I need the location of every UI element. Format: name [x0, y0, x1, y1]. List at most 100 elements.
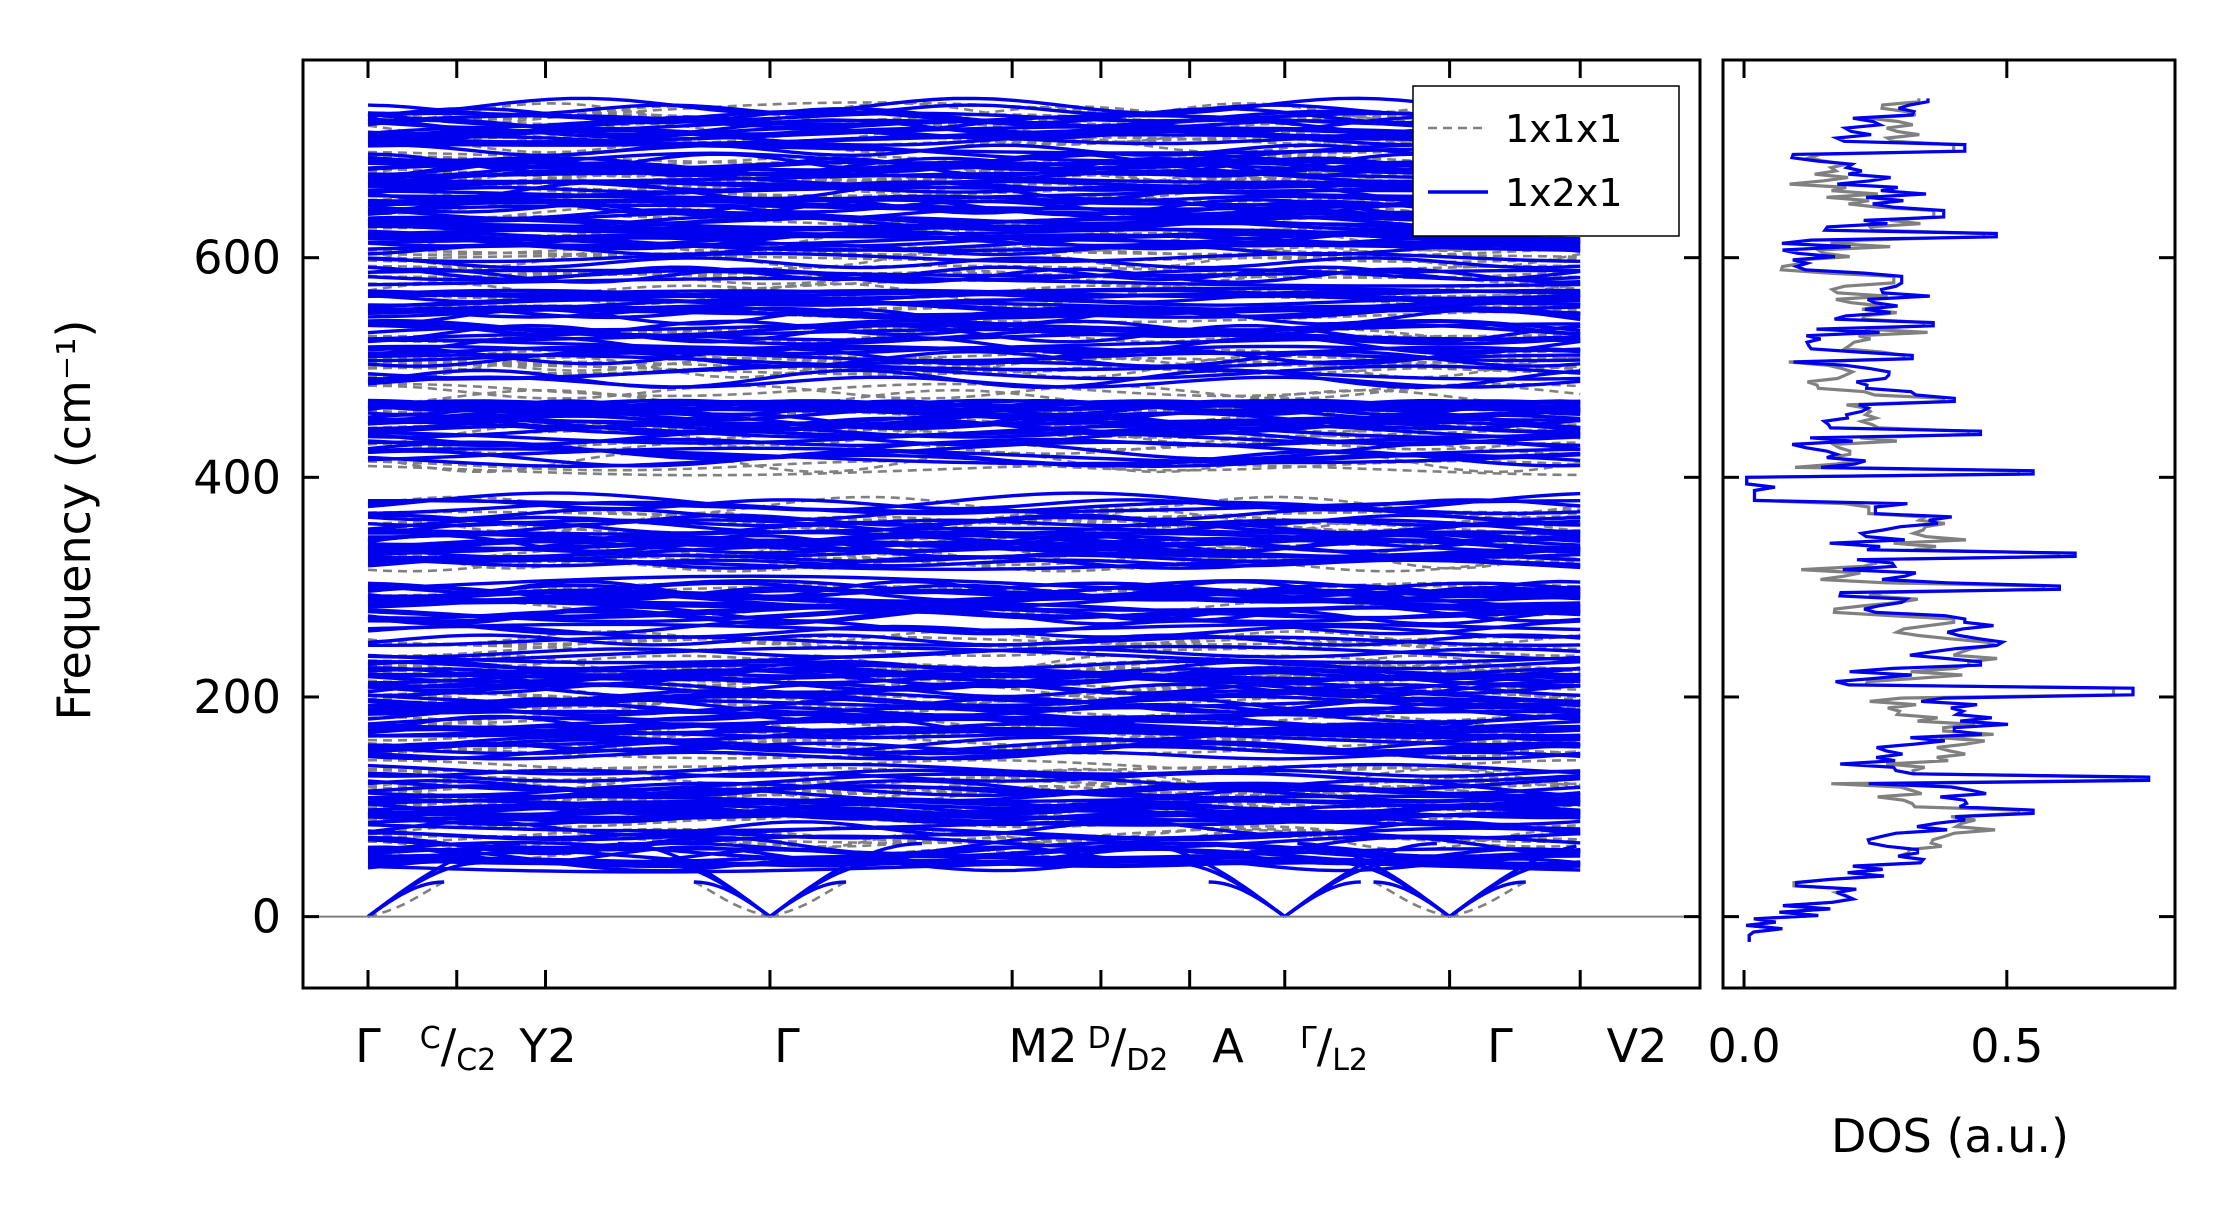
band-line-1x1x1 [367, 511, 1581, 535]
band-line-1x2x1 [367, 156, 1581, 178]
acoustic-line-1x2x1 [617, 841, 772, 918]
band-line-1x2x1 [367, 221, 1581, 231]
band-line-1x2x1 [367, 326, 1581, 346]
band-line-1x2x1 [367, 647, 1581, 659]
band-line-1x2x1 [367, 740, 1581, 761]
band-line-1x1x1 [367, 462, 1581, 477]
acoustic-line-1x2x1 [1448, 844, 1577, 918]
band-line-1x2x1 [367, 288, 1581, 299]
band-line-1x2x1 [367, 156, 1581, 177]
band-line-1x1x1 [367, 135, 1581, 154]
kpoint-label: Γ [1487, 1019, 1513, 1073]
band-line-1x2x1 [367, 682, 1581, 699]
band-line-1x2x1 [367, 199, 1581, 214]
band-line-1x2x1 [367, 171, 1581, 185]
band-line-1x2x1 [367, 118, 1581, 137]
band-axes-frame [301, 58, 1702, 990]
band-line-1x2x1 [367, 398, 1581, 409]
band-line-1x2x1 [367, 268, 1581, 278]
band-line-1x2x1 [367, 360, 1581, 381]
band-line-1x2x1 [367, 349, 1581, 368]
band-line-1x2x1 [367, 198, 1581, 211]
kpoint-label: Γ [355, 1019, 381, 1073]
band-line-1x2x1 [367, 185, 1581, 194]
kpoint-label: C/C2 [420, 1019, 497, 1078]
band-line-1x2x1 [367, 668, 1581, 684]
band-line-1x2x1 [367, 729, 1581, 748]
band-line-1x2x1 [367, 609, 1581, 620]
kpoint-label: D/D2 [1088, 1019, 1169, 1078]
band-line-1x1x1 [367, 382, 1581, 398]
y-tick-label: 200 [193, 670, 281, 724]
band-line-1x2x1 [367, 594, 1581, 604]
acoustic-line-1x2x1 [366, 841, 521, 918]
band-lines [366, 96, 1581, 918]
band-line-1x2x1 [367, 530, 1581, 548]
dos-curve-1x2x1 [1745, 98, 2151, 942]
band-line-1x2x1 [368, 831, 1581, 840]
kpoint-label: Γ [774, 1019, 800, 1073]
band-line-1x2x1 [367, 697, 1581, 714]
dos-x-tick-label: 0.5 [1970, 1019, 2043, 1073]
acoustic-line-1x2x1 [1283, 841, 1437, 918]
band-line-1x2x1 [367, 812, 1581, 824]
band-line-1x2x1 [367, 835, 1581, 856]
band-line-1x2x1 [367, 606, 1581, 619]
band-line-1x2x1 [367, 819, 1581, 833]
band-line-1x2x1 [367, 453, 1581, 469]
band-line-1x2x1 [367, 624, 1581, 639]
band-line-1x2x1 [367, 161, 1581, 176]
band-line-1x2x1 [367, 768, 1581, 778]
band-line-1x2x1 [367, 730, 1581, 740]
band-line-1x2x1 [367, 762, 1581, 776]
band-line-1x2x1 [367, 674, 1581, 692]
band-line-1x2x1 [367, 694, 1581, 708]
band-line-1x2x1 [367, 143, 1581, 158]
band-line-1x2x1 [367, 96, 1581, 116]
band-line-1x2x1 [367, 375, 1581, 389]
band-line-1x2x1 [367, 233, 1581, 247]
acoustic-line-1x2x1 [1448, 861, 1564, 918]
band-line-1x2x1 [367, 113, 1581, 127]
band-line-1x2x1 [367, 446, 1581, 465]
band-line-1x2x1 [367, 536, 1581, 554]
dos-x-tick-label: 0.0 [1707, 1019, 1780, 1073]
band-line-1x2x1 [367, 306, 1581, 320]
band-line-1x1x1 [367, 784, 1581, 805]
band-structure-panel: Γ Y2 Γ M2 A Γ V2 C/C2 D/D2 Γ/L2 0 200 400 600 [193, 58, 2175, 1078]
band-line-1x2x1 [367, 115, 1581, 133]
band-line-1x2x1 [367, 161, 1581, 178]
kpoint-label: Y2 [518, 1019, 576, 1073]
band-line-1x2x1 [367, 500, 1581, 516]
band-line-1x2x1 [367, 133, 1581, 147]
band-line-1x2x1 [367, 727, 1581, 738]
band-line-1x1x1 [367, 384, 1581, 400]
band-line-1x2x1 [367, 440, 1581, 459]
band-line-1x2x1 [367, 619, 1581, 636]
kpoint-label: V2 [1607, 1019, 1668, 1073]
band-line-1x2x1 [367, 633, 1581, 647]
band-line-1x1x1 [367, 828, 1581, 852]
band-line-1x2x1 [367, 841, 1581, 858]
band-line-1x1x1 [367, 388, 1581, 409]
band-line-1x2x1 [367, 399, 1581, 417]
band-line-1x2x1 [367, 538, 1581, 551]
band-line-1x2x1 [367, 646, 1581, 665]
dos-axes-frame [1721, 58, 2177, 990]
band-line-1x2x1 [367, 251, 1581, 264]
kpoint-label: M2 [1009, 1019, 1078, 1073]
band-line-1x2x1 [367, 826, 1581, 842]
band-line-1x2x1 [367, 750, 1581, 761]
band-line-1x2x1 [367, 126, 1581, 146]
band-line-1x2x1 [367, 103, 1581, 117]
y-tick-label: 400 [193, 450, 281, 504]
band-line-1x2x1 [367, 518, 1581, 528]
band-line-1x2x1 [367, 722, 1581, 734]
legend: 1x1x1 1x2x1 [1412, 85, 1680, 237]
band-line-1x2x1 [367, 217, 1581, 232]
acoustic-line-1x2x1 [768, 841, 923, 918]
band-line-1x2x1 [367, 268, 1581, 282]
band-line-1x2x1 [367, 797, 1581, 818]
band-line-1x2x1 [367, 498, 1581, 511]
